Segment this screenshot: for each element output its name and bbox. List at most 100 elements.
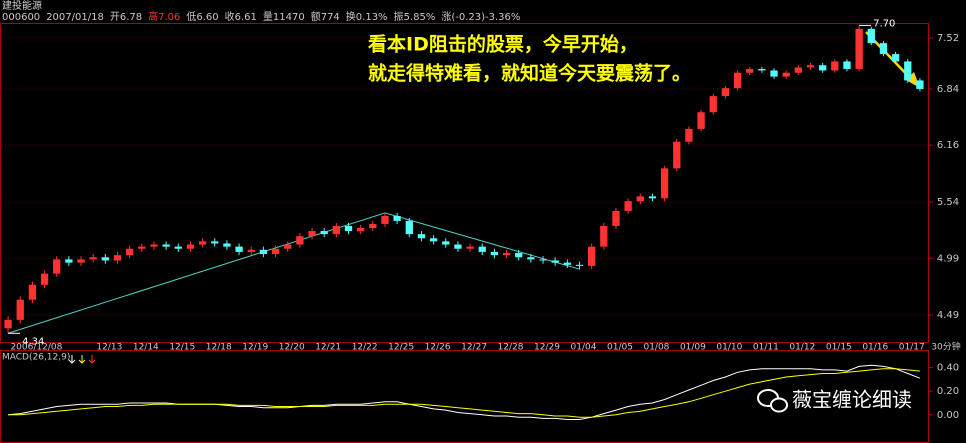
- candle-body: [77, 259, 85, 263]
- candle-body: [405, 220, 413, 235]
- candle-body: [466, 246, 474, 249]
- candle-body: [113, 255, 122, 261]
- candle-body: [891, 54, 900, 62]
- candle-body: [855, 28, 863, 69]
- candle-body: [478, 246, 486, 252]
- info-item: 量11470: [263, 11, 305, 23]
- arrow-icon: [68, 355, 76, 364]
- candle-body: [794, 67, 802, 73]
- candle-body: [40, 273, 49, 285]
- candle-body: [673, 141, 681, 169]
- candle-body: [551, 260, 559, 263]
- x-tick-label: 01/12: [789, 343, 815, 353]
- candle-body: [746, 68, 754, 73]
- candle-body: [393, 215, 401, 221]
- x-tick-label: 01/17: [899, 343, 925, 353]
- main-frame: [0, 23, 929, 343]
- candle-body: [916, 80, 924, 89]
- x-tick-label: 12/13: [96, 343, 122, 353]
- candle-body: [454, 244, 462, 249]
- candle-body: [709, 96, 717, 113]
- y-tick-label: 4.49: [937, 310, 959, 321]
- period-label: 30分钟: [931, 341, 960, 353]
- candle-body: [174, 246, 182, 249]
- macd-line: [8, 368, 920, 418]
- candle-body: [770, 70, 778, 77]
- annotation: 就走得特难看，就知道今天要震荡了。: [368, 62, 691, 85]
- x-tick-label: 12/28: [498, 343, 524, 353]
- candle-body: [539, 259, 547, 261]
- info-line: 000600 2007/01/18 开6.78 高7.06 低6.60 收6.61 量114…: [2, 10, 520, 23]
- x-tick-label: 01/09: [680, 343, 706, 353]
- y-tick-label: 7.52: [937, 33, 959, 44]
- candle-body: [527, 257, 535, 260]
- y-tick-label: 5.54: [937, 197, 959, 208]
- y-tick-label: 0.00: [937, 410, 959, 421]
- candle-body: [490, 251, 499, 256]
- candle-body: [138, 246, 146, 249]
- candle-body: [53, 259, 61, 274]
- stock-name: 建投能源: [2, 0, 42, 12]
- x-tick-label: 01/11: [753, 343, 779, 353]
- x-tick-label: 2006/12/08: [10, 343, 62, 353]
- info-item: 开6.78: [110, 12, 142, 23]
- candle-body: [904, 61, 912, 81]
- candle-body: [588, 246, 596, 266]
- candle-body: [211, 241, 219, 244]
- info-item: 收6.61: [225, 10, 257, 23]
- x-tick-label: 01/16: [862, 343, 888, 353]
- x-tick-label: 01/15: [826, 343, 852, 353]
- wechat-icon: [757, 389, 788, 413]
- x-tick-label: 12/29: [534, 343, 560, 353]
- candle-body: [733, 72, 742, 89]
- y-tick-label: 0.40: [937, 363, 959, 374]
- candle-body: [417, 234, 426, 239]
- candle-body: [685, 128, 693, 142]
- y-tick-label: 0.20: [937, 386, 959, 397]
- candle-body: [429, 238, 438, 242]
- candle-body: [867, 28, 875, 44]
- candle-body: [150, 244, 158, 247]
- candle-body: [758, 68, 766, 71]
- candle-body: [624, 201, 632, 211]
- x-tick-label: 12/19: [242, 343, 268, 353]
- y-tick-label: 6.84: [937, 84, 959, 95]
- candle-body: [247, 249, 255, 252]
- x-tick-label: 12/25: [388, 343, 414, 353]
- x-tick-label: 01/05: [607, 343, 633, 353]
- x-tick-label: 01/08: [643, 343, 669, 353]
- candle-body: [660, 168, 669, 199]
- candle-body: [843, 61, 851, 69]
- candle-body: [28, 284, 37, 300]
- candle-body: [320, 231, 328, 235]
- candle-body: [101, 257, 109, 261]
- x-tick-label: 12/27: [461, 343, 487, 353]
- x-tick-label: 12/20: [279, 343, 305, 353]
- info-item: 涨(-0.23)-3.36%: [441, 11, 520, 23]
- candle-body: [296, 236, 304, 245]
- candle-body: [344, 225, 353, 232]
- watermark: 薇宝缠论细读: [792, 388, 912, 412]
- candle-body: [198, 241, 207, 245]
- candle-body: [636, 196, 644, 202]
- candle-body: [782, 72, 790, 77]
- candle-body: [819, 65, 827, 71]
- candle-body: [831, 61, 839, 71]
- candle-body: [369, 223, 377, 228]
- icon-bubble: [770, 397, 788, 413]
- candle-body: [879, 43, 888, 55]
- x-tick-label: 12/21: [315, 343, 341, 353]
- candle-body: [806, 65, 815, 68]
- x-tick-label: 01/10: [716, 343, 742, 353]
- candle-body: [600, 225, 608, 247]
- info-item: 2007/01/18: [46, 12, 104, 23]
- marker-label: 7.70: [873, 18, 895, 29]
- candle-body: [89, 257, 97, 260]
- info-item: 低6.60: [186, 10, 218, 23]
- candle-body: [223, 243, 231, 247]
- candle-body: [259, 249, 268, 255]
- macd-line: [8, 364, 921, 420]
- annotation: 看本ID阻击的股票，今早开始，: [367, 33, 638, 56]
